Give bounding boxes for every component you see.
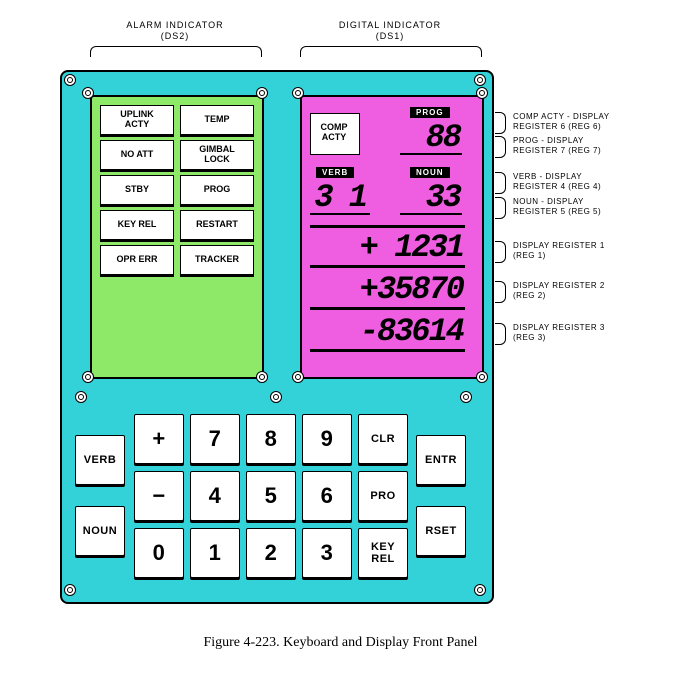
alarm-header: ALARM INDICATOR <box>105 20 245 30</box>
verb-label: VERB <box>316 167 354 178</box>
register-2: +35870 <box>308 271 463 308</box>
prog-value: 88 <box>400 119 460 156</box>
panel-screw <box>474 74 486 86</box>
key-noun[interactable]: NOUN <box>75 506 125 556</box>
noun-label: NOUN <box>410 167 450 178</box>
digital-header: DIGITAL INDICATOR <box>320 20 460 30</box>
key-pro[interactable]: PRO <box>358 471 408 521</box>
key-clr[interactable]: CLR <box>358 414 408 464</box>
key-1[interactable]: 1 <box>190 528 240 578</box>
panel-screw <box>64 584 76 596</box>
dsky-figure: ALARM INDICATOR(DS2) DIGITAL INDICATOR(DS… <box>20 20 661 660</box>
panel-screw <box>64 74 76 86</box>
alarm-cell: RESTART <box>180 210 254 240</box>
key-9[interactable]: 9 <box>302 414 352 464</box>
panel-screw <box>75 391 87 403</box>
key-5[interactable]: 5 <box>246 471 296 521</box>
figure-caption: Figure 4-223. Keyboard and Display Front… <box>20 635 661 651</box>
key-3[interactable]: 3 <box>302 528 352 578</box>
digital-header-sub: (DS1) <box>320 31 460 41</box>
annotation: NOUN - DISPLAY REGISTER 5 (REG 5) <box>513 197 663 216</box>
divider <box>310 265 465 268</box>
anno-brace <box>495 241 506 263</box>
subpanel-screw <box>292 87 304 99</box>
key-7[interactable]: 7 <box>190 414 240 464</box>
verb-value: 3 1 <box>306 179 366 216</box>
alarm-cell: KEY REL <box>100 210 174 240</box>
annotation: COMP ACTY - DISPLAY REGISTER 6 (REG 6) <box>513 112 663 131</box>
key--[interactable]: + <box>134 414 184 464</box>
alarm-cell: UPLINKACTY <box>100 105 174 135</box>
alarm-cell: TEMP <box>180 105 254 135</box>
annotation: PROG - DISPLAY REGISTER 7 (REG 7) <box>513 136 663 155</box>
digital-brace <box>300 46 482 57</box>
key-key-rel[interactable]: KEY REL <box>358 528 408 578</box>
divider <box>400 153 462 155</box>
anno-brace <box>495 172 506 194</box>
divider <box>400 213 462 215</box>
key-6[interactable]: 6 <box>302 471 352 521</box>
panel-screw <box>474 584 486 596</box>
alarm-cell: GIMBALLOCK <box>180 140 254 170</box>
alarm-panel: UPLINKACTYTEMPNO ATTGIMBALLOCKSTBYPROGKE… <box>90 95 264 379</box>
panel-screw <box>270 391 282 403</box>
divider <box>310 213 370 215</box>
alarm-cell: PROG <box>180 175 254 205</box>
anno-brace <box>495 281 506 303</box>
key-0[interactable]: 0 <box>134 528 184 578</box>
subpanel-screw <box>476 87 488 99</box>
anno-brace <box>495 197 506 219</box>
register-1: + 1231 <box>308 229 463 266</box>
noun-value: 33 <box>400 179 460 216</box>
subpanel-screw <box>292 371 304 383</box>
panel-screw <box>460 391 472 403</box>
key-verb[interactable]: VERB <box>75 435 125 485</box>
register-3: -83614 <box>308 313 463 350</box>
annotation: DISPLAY REGISTER 1 (REG 1) <box>513 241 663 260</box>
anno-brace <box>495 112 506 134</box>
key-entr[interactable]: ENTR <box>416 435 466 485</box>
annotation: VERB - DISPLAY REGISTER 4 (REG 4) <box>513 172 663 191</box>
divider <box>310 307 465 310</box>
divider <box>310 225 465 228</box>
subpanel-screw <box>256 87 268 99</box>
anno-brace <box>495 136 506 158</box>
subpanel-screw <box>476 371 488 383</box>
key-4[interactable]: 4 <box>190 471 240 521</box>
key--[interactable]: − <box>134 471 184 521</box>
alarm-cell: STBY <box>100 175 174 205</box>
alarm-cell: OPR ERR <box>100 245 174 275</box>
subpanel-screw <box>82 87 94 99</box>
key-8[interactable]: 8 <box>246 414 296 464</box>
anno-brace <box>495 323 506 345</box>
alarm-cell: NO ATT <box>100 140 174 170</box>
annotation: DISPLAY REGISTER 2 (REG 2) <box>513 281 663 300</box>
annotation: DISPLAY REGISTER 3 (REG 3) <box>513 323 663 342</box>
prog-label: PROG <box>410 107 450 118</box>
divider <box>310 349 465 352</box>
subpanel-screw <box>82 371 94 383</box>
alarm-brace <box>90 46 262 57</box>
alarm-header-sub: (DS2) <box>105 31 245 41</box>
key-rset[interactable]: RSET <box>416 506 466 556</box>
subpanel-screw <box>256 371 268 383</box>
alarm-cell: TRACKER <box>180 245 254 275</box>
key-2[interactable]: 2 <box>246 528 296 578</box>
comp-acty-label: COMP ACTY <box>314 123 354 143</box>
